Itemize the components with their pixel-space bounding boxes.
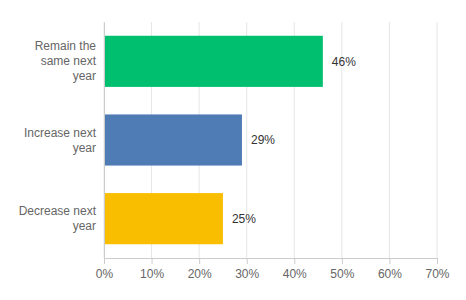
data-label: 25% (232, 212, 256, 226)
category-label-line: Remain the (35, 39, 97, 53)
x-tick: 20% (188, 258, 212, 281)
category-label-line: year (73, 69, 96, 83)
x-tick-mark (104, 258, 105, 264)
x-tick: 10% (140, 258, 164, 281)
data-label: 46% (332, 55, 356, 69)
category-label: Decrease nextyear (19, 204, 97, 233)
x-tick-label: 70% (425, 267, 449, 281)
x-tick: 0% (96, 258, 114, 281)
grid-line (389, 22, 390, 258)
x-tick-mark (342, 258, 343, 264)
plot: 0% 10% 20% 30% 40% 50% 60% 70% Remain thesame ne… (19, 22, 450, 281)
x-axis: 0% 10% 20% 30% 40% 50% 60% 70% (96, 258, 450, 281)
x-tick: 40% (283, 258, 307, 281)
y-tick: Remain thesame nextyear (35, 39, 104, 83)
bars (104, 36, 323, 244)
grid (104, 22, 437, 258)
x-tick: 70% (425, 258, 449, 281)
category-label-line: Increase next (24, 126, 97, 140)
bar (104, 193, 223, 244)
x-tick-mark (199, 258, 200, 264)
x-tick: 30% (235, 258, 259, 281)
category-label-line: same next (41, 54, 97, 68)
grid-line (104, 22, 105, 258)
grid-line (437, 22, 438, 258)
category-label: Remain thesame nextyear (35, 39, 97, 83)
x-tick: 50% (330, 258, 354, 281)
category-label: Increase nextyear (24, 126, 97, 155)
y-axis: Remain thesame nextyearIncrease nextyear… (19, 23, 105, 259)
x-tick-mark (152, 258, 153, 264)
x-tick-label: 10% (140, 267, 164, 281)
category-label-line: year (73, 219, 96, 233)
x-tick-label: 40% (283, 267, 307, 281)
x-tick-mark (437, 258, 438, 264)
y-tick: Increase nextyear (24, 126, 104, 155)
bar (104, 36, 323, 87)
x-tick: 60% (378, 258, 402, 281)
data-labels: 46% 29% 25% (232, 55, 356, 226)
chart-container: 0% 10% 20% 30% 40% 50% 60% 70% Remain thesame ne… (0, 0, 466, 300)
data-label: 29% (251, 133, 275, 147)
category-label-line: year (73, 141, 96, 155)
bar (104, 114, 242, 165)
x-tick-mark (247, 258, 248, 264)
x-axis-line (105, 259, 438, 265)
category-label-line: Decrease next (19, 204, 97, 218)
x-tick-mark (389, 258, 390, 264)
x-tick-label: 60% (378, 267, 402, 281)
x-tick-mark (294, 258, 295, 264)
x-tick-label: 50% (330, 267, 354, 281)
x-tick-label: 20% (188, 267, 212, 281)
y-axis-line (104, 23, 105, 259)
chart-svg: 0% 10% 20% 30% 40% 50% 60% 70% Remain thesame ne… (0, 0, 466, 300)
y-tick: Decrease nextyear (19, 204, 104, 233)
x-tick-label: 30% (235, 267, 259, 281)
x-tick-label: 0% (96, 267, 114, 281)
